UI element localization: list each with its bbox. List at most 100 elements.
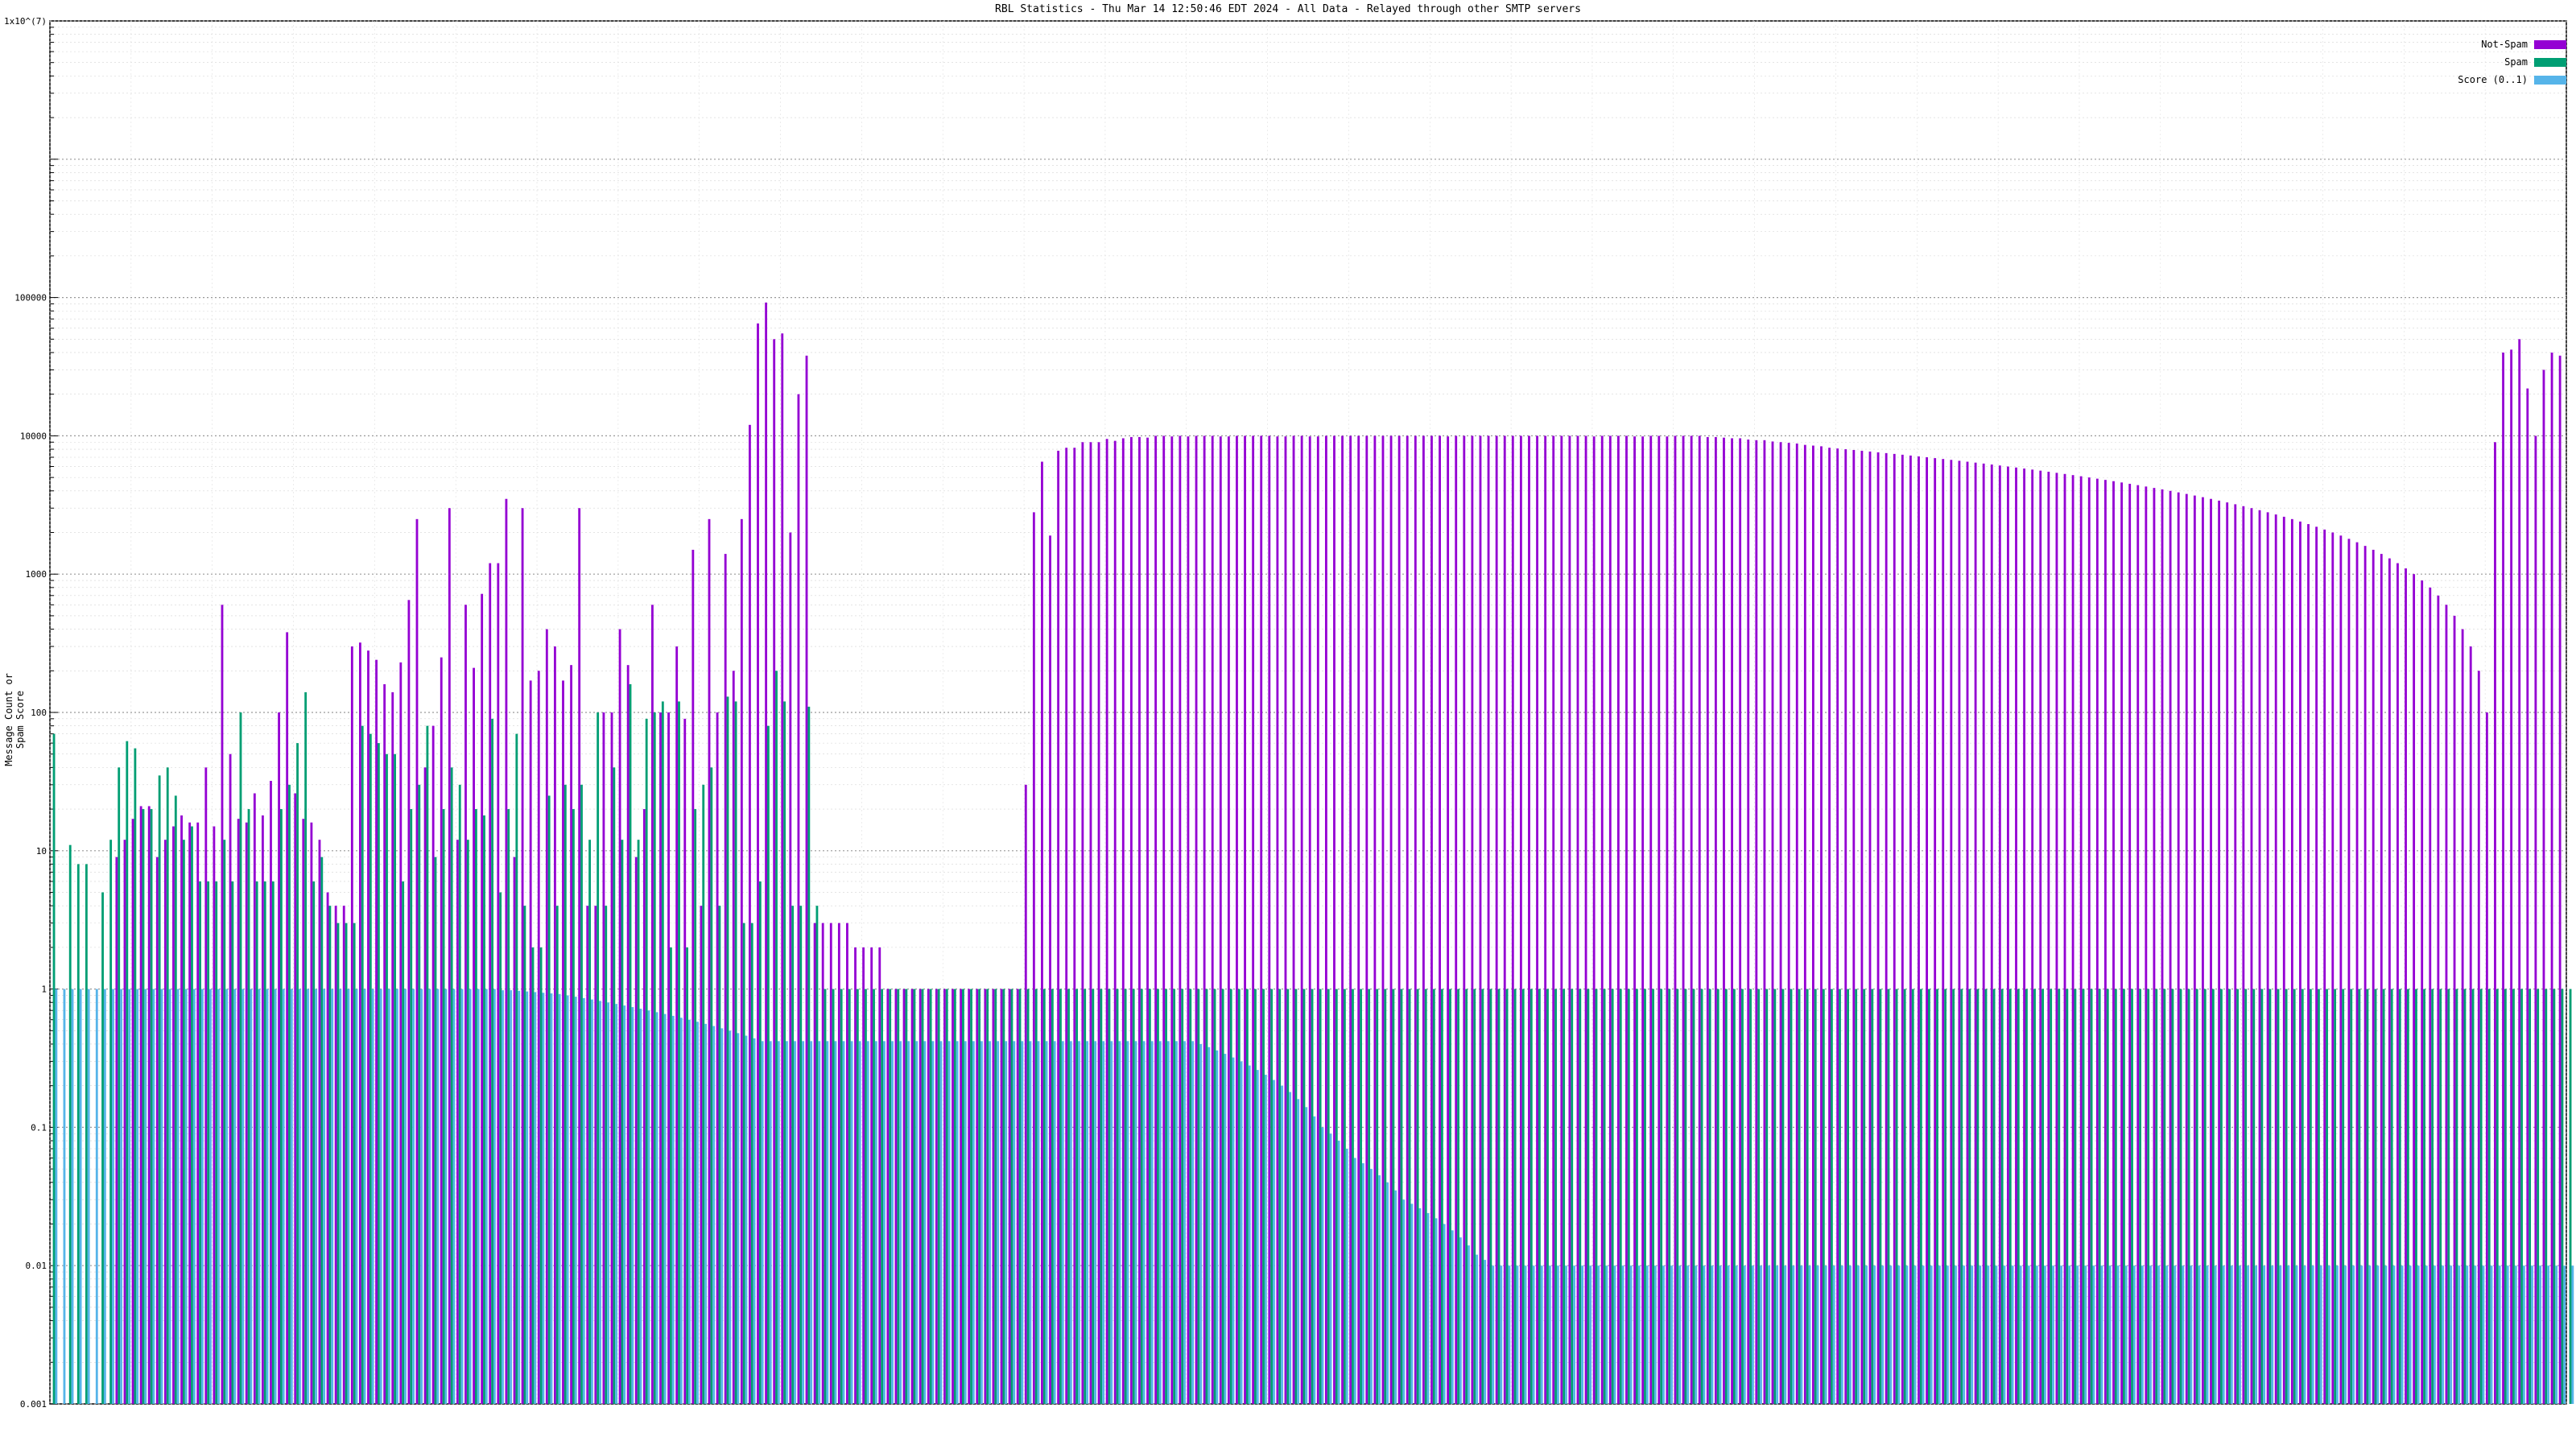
bar-score: [1150, 1041, 1154, 1404]
bar-score: [1637, 1265, 1641, 1404]
bar-not-spam: [2063, 473, 2066, 1404]
bar-spam: [937, 989, 940, 1404]
bar-spam: [1408, 989, 1411, 1404]
bar-score: [176, 989, 180, 1404]
bar-spam: [1984, 989, 1988, 1404]
bar-not-spam: [2136, 485, 2140, 1405]
bar-not-spam: [1674, 436, 1677, 1404]
bar-score: [1069, 1041, 1072, 1404]
bar-spam: [353, 923, 356, 1404]
bar-spam: [807, 706, 811, 1404]
bar-not-spam: [1016, 989, 1019, 1404]
bar-not-spam: [749, 424, 751, 1405]
bar-score: [347, 989, 350, 1404]
bar-spam: [1067, 989, 1070, 1404]
bar-score: [2271, 1265, 2274, 1404]
bar-score: [947, 1041, 951, 1404]
bar-spam: [1579, 989, 1582, 1404]
bar-score: [79, 989, 82, 1404]
bar-spam: [1911, 989, 1914, 1404]
bar-score: [1435, 1218, 1438, 1404]
bar-score: [810, 1041, 813, 1404]
bar-score: [1484, 1260, 1487, 1404]
bar-score: [1329, 1133, 1332, 1404]
bar-score: [1548, 1265, 1551, 1404]
bar-spam: [734, 701, 737, 1404]
bar-score: [331, 989, 334, 1404]
bar-score: [298, 989, 301, 1404]
bar-score: [1792, 1265, 1795, 1404]
bar-score: [2108, 1265, 2112, 1404]
bar-spam: [2561, 989, 2564, 1404]
bar-spam: [2512, 989, 2515, 1404]
bar-spam: [442, 809, 445, 1404]
bar-score: [850, 1041, 853, 1404]
bar-not-spam: [2185, 493, 2188, 1404]
bar-not-spam: [456, 840, 459, 1404]
bar-not-spam: [350, 646, 353, 1404]
bar-score: [2392, 1265, 2396, 1404]
bar-spam: [1814, 989, 1817, 1404]
bar-not-spam: [473, 667, 475, 1404]
bar-not-spam: [481, 593, 484, 1404]
bar-spam: [1692, 989, 1695, 1404]
bar-score: [1013, 1041, 1016, 1404]
bar-score: [2214, 1265, 2217, 1404]
bar-score: [687, 1019, 691, 1404]
bar-not-spam: [1544, 436, 1547, 1404]
bar-not-spam: [610, 712, 613, 1404]
bar-spam: [223, 840, 226, 1404]
bar-not-spam: [2518, 339, 2521, 1405]
bar-spam: [905, 989, 908, 1404]
bar-score: [2052, 1265, 2054, 1404]
legend-item-not-spam: Not-Spam: [2458, 35, 2566, 53]
bar-score: [2174, 1265, 2177, 1404]
bar-not-spam: [2266, 512, 2269, 1405]
bar-score: [753, 1038, 756, 1404]
chart-title: RBL Statistics - Thu Mar 14 12:50:46 EDT…: [995, 3, 1581, 15]
bar-not-spam: [570, 665, 572, 1404]
bar-spam: [288, 784, 291, 1404]
bar-score: [2466, 1265, 2469, 1404]
bar-not-spam: [1568, 436, 1571, 1404]
bar-spam: [1335, 989, 1338, 1404]
bar-score: [818, 1041, 821, 1404]
bar-spam: [1798, 989, 1801, 1404]
bar-not-spam: [2128, 483, 2132, 1405]
bar-score: [1905, 1265, 1909, 1404]
bar-not-spam: [253, 793, 256, 1404]
bar-spam: [2106, 989, 2109, 1404]
legend-label-spam: Spam: [2504, 56, 2528, 68]
bar-spam: [1084, 989, 1087, 1404]
bar-score: [720, 1028, 724, 1404]
bar-spam: [426, 725, 429, 1404]
bar-not-spam: [1698, 436, 1701, 1404]
bar-not-spam: [1739, 438, 1742, 1404]
bar-score: [95, 989, 98, 1404]
bar-not-spam: [2161, 489, 2164, 1404]
y-tick-label: 10000: [20, 431, 47, 441]
bar-spam: [921, 989, 924, 1404]
bar-spam: [2187, 989, 2190, 1404]
bar-not-spam: [1300, 436, 1303, 1404]
bar-spam: [1505, 989, 1509, 1404]
bar-score: [2555, 1265, 2558, 1404]
bar-score: [989, 1041, 991, 1404]
bar-spam: [1708, 989, 1711, 1404]
bar-score: [168, 989, 171, 1404]
bar-not-spam: [2550, 352, 2553, 1405]
bar-score: [1686, 1265, 1690, 1404]
bar-spam: [2252, 989, 2256, 1404]
bar-spam: [386, 753, 388, 1404]
bar-not-spam: [1268, 436, 1271, 1404]
bar-not-spam: [1365, 436, 1368, 1404]
bar-score: [2482, 1265, 2485, 1404]
bar-score: [2255, 1265, 2258, 1404]
bar-not-spam: [578, 508, 581, 1404]
bar-not-spam: [805, 355, 808, 1404]
legend-swatch-score: [2534, 75, 2566, 85]
bar-score: [2239, 1265, 2241, 1404]
bar-not-spam: [1641, 436, 1645, 1404]
bar-score: [2076, 1265, 2079, 1404]
bar-spam: [2211, 989, 2215, 1404]
